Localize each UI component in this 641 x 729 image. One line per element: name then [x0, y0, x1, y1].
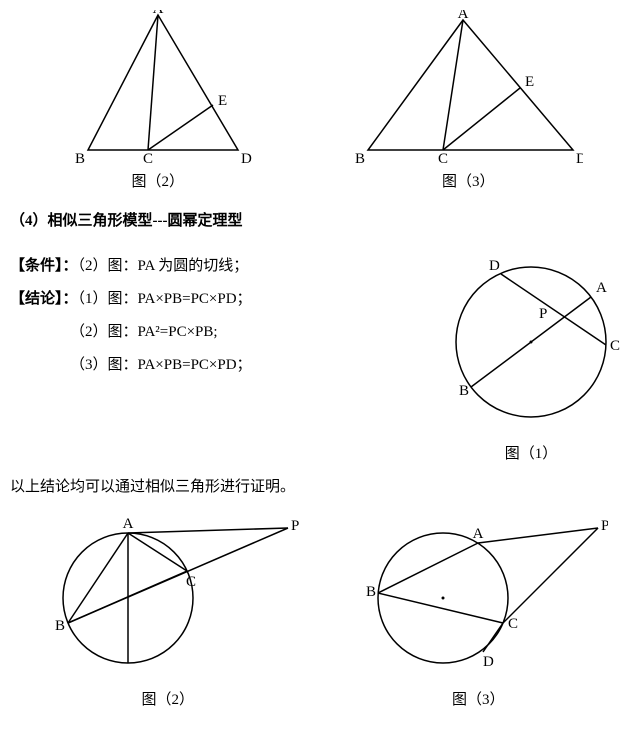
pt-E: E	[525, 74, 534, 90]
pt-P: P	[539, 306, 547, 322]
circle-fig1-svg: A B C D P	[431, 242, 631, 442]
pt-A: A	[596, 280, 607, 296]
circle-fig3-svg: A B C D P	[348, 508, 608, 688]
triangle-fig3-svg: A B C D E	[353, 10, 583, 170]
fig3-label: 图（3）	[353, 170, 583, 191]
pt-A: A	[122, 516, 133, 532]
pt-D: D	[489, 258, 500, 274]
concl-label: 【结论】：	[10, 291, 78, 307]
triangle-fig2-svg: A B C D E	[58, 10, 258, 170]
conclusion2-line: （2）图：PA²=PC×PB;	[10, 320, 431, 341]
bottom-figure-row: A B C P 图（2） A B C D P	[10, 508, 631, 709]
pt-D: D	[241, 151, 252, 167]
pt-C: C	[186, 574, 196, 590]
pt-C: C	[143, 151, 153, 167]
circle-figure-2: A B C P 图（2）	[33, 508, 303, 709]
top-figure-row: A B C D E 图（2） A B C D E 图（3）	[10, 10, 631, 191]
proof-text: 以上结论均可以通过相似三角形进行证明。	[10, 475, 631, 496]
circle-fig2-label: 图（2）	[33, 688, 303, 709]
pt-B: B	[355, 151, 365, 167]
cond-label: 【条件】：	[10, 258, 78, 274]
conclusion3-line: （3）图：PA×PB=PC×PD；	[10, 353, 431, 374]
circle-figure-1: A B C D P 图（1）	[431, 242, 631, 463]
circle-fig1-label: 图（1）	[431, 442, 631, 463]
circle-fig2-svg: A B C P	[33, 508, 303, 688]
pt-A: A	[473, 526, 484, 542]
section4-text-col: 【条件】：（2）图：PA 为圆的切线； 【结论】：（1）图：PA×PB=PC×P…	[10, 242, 431, 386]
condition-line: 【条件】：（2）图：PA 为圆的切线；	[10, 254, 431, 275]
pt-B: B	[75, 151, 85, 167]
pt-D: D	[576, 151, 583, 167]
pt-D: D	[483, 654, 494, 670]
circle-fig3-label: 图（3）	[348, 688, 608, 709]
pt-A: A	[152, 10, 163, 17]
pt-E: E	[218, 93, 227, 109]
figure-top-2: A B C D E 图（2）	[58, 10, 258, 191]
pt-C: C	[438, 151, 448, 167]
conclusion1-line: 【结论】：（1）图：PA×PB=PC×PD；	[10, 287, 431, 308]
pt-P: P	[291, 518, 299, 534]
pt-C: C	[508, 616, 518, 632]
pt-B: B	[366, 584, 376, 600]
pt-B: B	[459, 383, 469, 399]
pt-B: B	[55, 618, 65, 634]
concl1: （1）图：PA×PB=PC×PD；	[78, 291, 252, 307]
section4-body: 【条件】：（2）图：PA 为圆的切线； 【结论】：（1）图：PA×PB=PC×P…	[10, 242, 631, 463]
fig2-label: 图（2）	[58, 170, 258, 191]
circle-figure-3: A B C D P 图（3）	[348, 508, 608, 709]
pt-C: C	[610, 338, 620, 354]
pt-P: P	[601, 518, 608, 534]
figure-top-3: A B C D E 图（3）	[353, 10, 583, 191]
pt-A: A	[458, 10, 469, 22]
cond-text: （2）图：PA 为圆的切线；	[78, 258, 249, 274]
section4-title: （4）相似三角形模型---圆幂定理型	[10, 209, 631, 230]
